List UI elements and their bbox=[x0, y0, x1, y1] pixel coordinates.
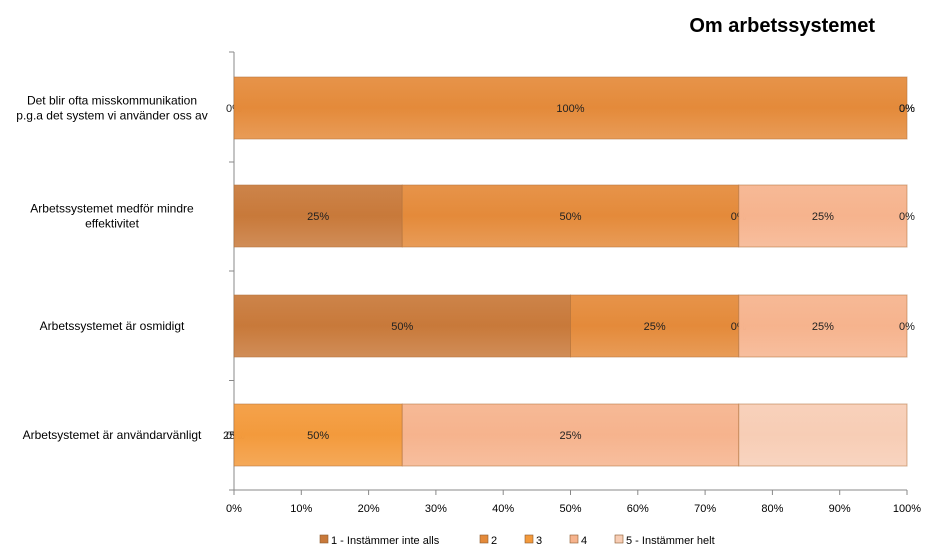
data-label: 100% bbox=[556, 103, 584, 115]
bar-segment bbox=[738, 184, 908, 248]
x-tick-label: 70% bbox=[694, 503, 716, 515]
legend-label: 5 - Instämmer helt bbox=[626, 535, 715, 547]
data-label: 50% bbox=[307, 430, 329, 442]
x-tick-label: 90% bbox=[829, 503, 851, 515]
category-label: Arbetssystemet är osmidigt bbox=[40, 319, 185, 333]
bar-segment bbox=[738, 403, 908, 467]
bar-segment bbox=[233, 184, 403, 248]
data-label: 0% bbox=[899, 321, 915, 333]
bar-segment bbox=[233, 294, 571, 358]
bar-segment bbox=[233, 76, 908, 140]
bar-segment bbox=[738, 294, 908, 358]
legend-swatch bbox=[479, 534, 489, 544]
legend-swatch bbox=[614, 534, 624, 544]
data-label: 25% bbox=[307, 211, 329, 223]
data-label: 25% bbox=[812, 321, 834, 333]
legend: 1 - Instämmer inte alls 2 3 4 5 - Instämmer … bbox=[319, 534, 715, 547]
x-tick-label: 80% bbox=[761, 503, 783, 515]
legend-label: 4 bbox=[581, 535, 587, 547]
chart-title: Om arbetssystemet bbox=[689, 15, 875, 37]
x-tick-label: 100% bbox=[893, 503, 921, 515]
legend-label: 1 - Instämmer inte alls bbox=[331, 535, 440, 547]
data-label: 50% bbox=[559, 211, 581, 223]
x-tick-label: 0% bbox=[226, 503, 242, 515]
category-label: Arbetssystemet medför mindre bbox=[30, 202, 194, 216]
x-tick-label: 40% bbox=[492, 503, 514, 515]
data-label: 0% bbox=[899, 211, 915, 223]
legend-swatch bbox=[319, 534, 329, 544]
data-label: 50% bbox=[391, 321, 413, 333]
data-label: 0% bbox=[899, 103, 915, 115]
data-label: 25% bbox=[644, 321, 666, 333]
data-label: 0% bbox=[899, 103, 915, 115]
bar-segment bbox=[570, 294, 740, 358]
data-label: 0% bbox=[899, 103, 915, 115]
legend-label: 3 bbox=[536, 535, 542, 547]
category-label: effektivitet bbox=[85, 217, 139, 231]
x-tick-label: 60% bbox=[627, 503, 649, 515]
x-tick-label: 10% bbox=[290, 503, 312, 515]
bar-segment bbox=[401, 403, 740, 467]
category-label: p.g.a det system vi använder oss av bbox=[16, 109, 207, 123]
x-tick-label: 20% bbox=[358, 503, 380, 515]
category-label: Det blir ofta misskommunikation bbox=[27, 94, 197, 108]
data-label: 25% bbox=[559, 430, 581, 442]
plot-area: 0% 10% 20% 30% 40% 50% 60% 70% 80% 90% 100% 0% 100% 0… bbox=[16, 51, 921, 515]
x-tick-label: 30% bbox=[425, 503, 447, 515]
x-tick-label: 50% bbox=[559, 503, 581, 515]
category-label: Arbetsystemet är användarvänligt bbox=[23, 428, 202, 442]
bar-segment bbox=[401, 184, 740, 248]
legend-label: 2 bbox=[491, 535, 497, 547]
legend-swatch bbox=[524, 534, 534, 544]
data-label: 25% bbox=[812, 211, 834, 223]
bar-segment bbox=[233, 403, 403, 467]
legend-swatch bbox=[569, 534, 579, 544]
